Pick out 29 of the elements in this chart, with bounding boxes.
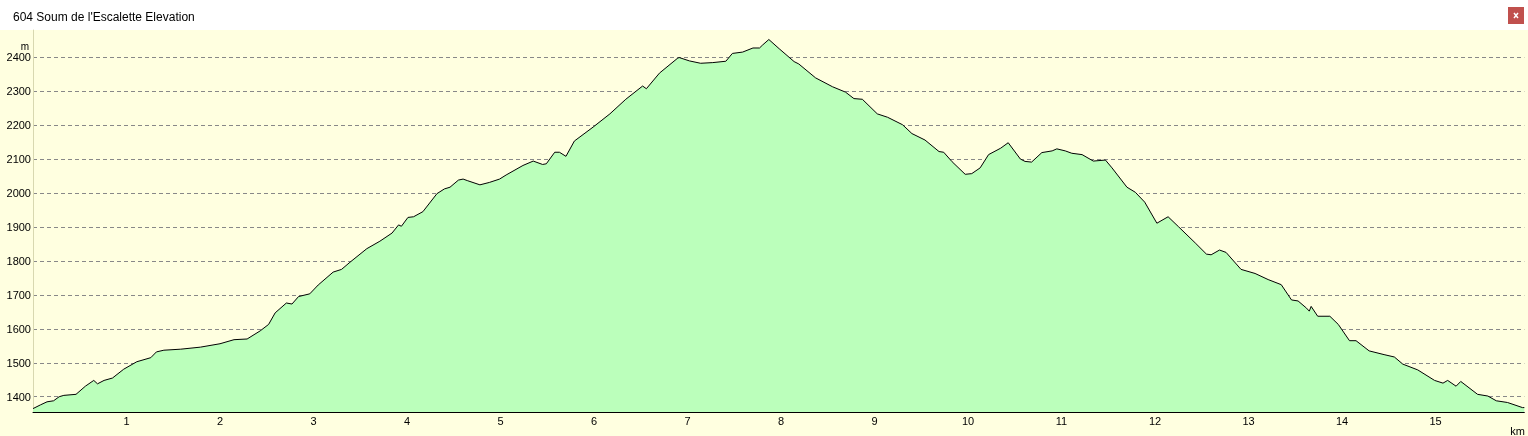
- y-tick-label: 2400: [6, 51, 31, 64]
- x-tick-label: 7: [684, 414, 691, 427]
- x-tick-label: 13: [1242, 414, 1255, 427]
- y-tick-label: 1900: [6, 220, 31, 233]
- x-tick-label: 8: [777, 414, 785, 427]
- x-tick-label: 14: [1335, 414, 1349, 427]
- x-tick-label: 1: [123, 414, 130, 427]
- y-tick-label: 2000: [6, 186, 31, 199]
- y-axis-title: m: [20, 41, 29, 53]
- x-tick-label: 4: [403, 414, 411, 427]
- y-tick-label: 1400: [6, 390, 31, 403]
- x-tick-label: 9: [871, 414, 878, 427]
- chart-title: 604 Soum de l'Escalette Elevation: [13, 10, 195, 24]
- y-tick-label: 2200: [6, 119, 31, 132]
- x-tick-label: 10: [961, 414, 975, 427]
- x-tick-label: 6: [590, 414, 598, 427]
- y-tick-label: 2300: [6, 85, 31, 98]
- x-tick-label: 11: [1055, 414, 1068, 427]
- x-tick-label: 5: [497, 414, 504, 427]
- y-tick-label: 2100: [6, 153, 31, 166]
- y-tick-label: 1700: [6, 288, 31, 301]
- y-tick-label: 1500: [6, 356, 31, 369]
- x-axis-title: km: [1510, 424, 1526, 436]
- x-tick-label: 3: [310, 414, 317, 427]
- x-tick-label: 2: [216, 414, 224, 427]
- x-tick-label: 15: [1429, 414, 1442, 427]
- x-tick-label: 12: [1148, 414, 1162, 427]
- y-tick-label: 1600: [6, 322, 31, 335]
- y-tick-label: 1800: [6, 254, 31, 267]
